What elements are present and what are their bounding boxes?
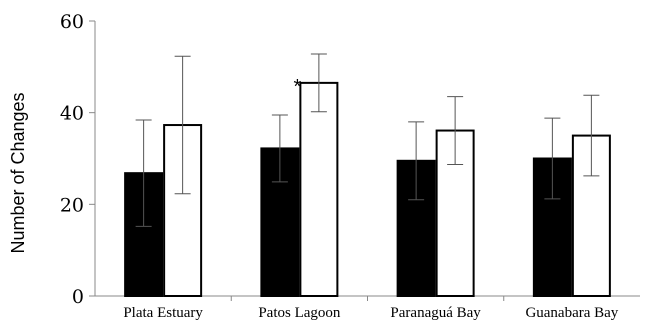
- x-tick-label: Plata Estuary: [123, 305, 203, 320]
- y-tick-label: 40: [60, 103, 84, 125]
- y-tick-label: 20: [60, 194, 84, 216]
- significance-asterisk: *: [293, 76, 301, 98]
- x-tick-label: Patos Lagoon: [258, 305, 341, 320]
- error-bars: [135, 53, 600, 227]
- bar-black: [532, 157, 572, 297]
- y-tick-label: 60: [60, 11, 84, 33]
- x-tick-label: Paranaguá Bay: [390, 305, 481, 320]
- y-axis: 0 20 40 60: [60, 11, 96, 308]
- y-axis-title: Number of Changes: [8, 92, 28, 253]
- bar-white: [299, 81, 339, 297]
- y-tick-label: 0: [72, 286, 84, 308]
- bars: [124, 81, 611, 298]
- labels: Plata Estuary Patos Lagoon Paranaguá Bay Gu…: [123, 76, 618, 320]
- x-tick-label: Guanabara Bay: [525, 305, 618, 320]
